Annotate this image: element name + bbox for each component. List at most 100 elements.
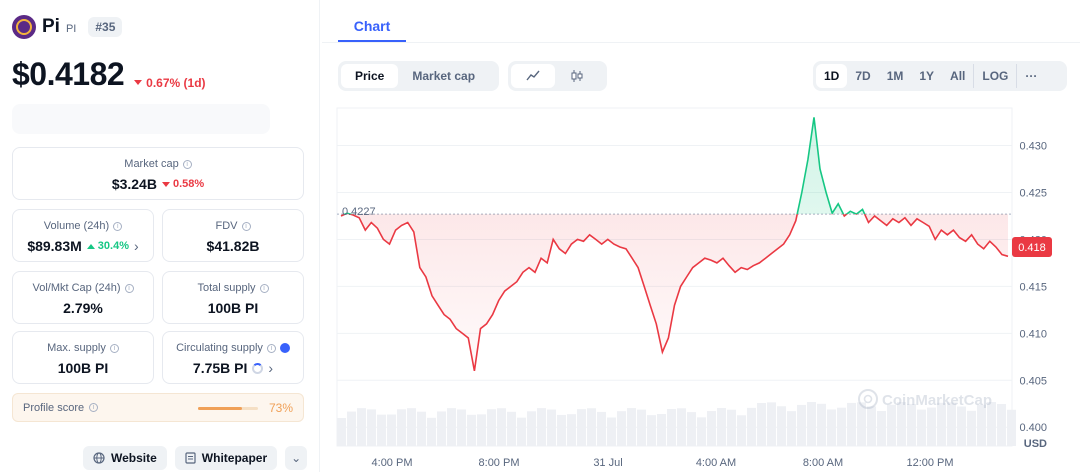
info-icon[interactable]: i (182, 159, 192, 169)
range-7d[interactable]: 7D (855, 69, 871, 83)
volume-bar (437, 411, 446, 446)
volume-bar (757, 402, 766, 446)
profile-score-fill (198, 407, 242, 410)
volume-card[interactable]: Volume (24h) i $89.83M 30.4% › (12, 209, 154, 262)
profile-score-value: 73% (268, 400, 293, 415)
profile-score[interactable]: Profile score i 73% (12, 393, 304, 422)
caret-up-icon (86, 243, 95, 249)
volume-bars (337, 402, 1016, 446)
caret-down-icon (161, 181, 170, 187)
document-icon (185, 452, 196, 464)
coinmarketcap-watermark: CoinMarketCap (858, 389, 992, 409)
volume-bar (517, 417, 526, 446)
volume-bar (377, 414, 386, 446)
coin-symbol: PI (65, 23, 77, 35)
volume-bar (837, 407, 846, 446)
candlestick-icon[interactable] (555, 64, 599, 88)
range-1m[interactable]: 1M (886, 69, 904, 83)
metric-price-option[interactable]: Price (341, 64, 399, 88)
baseline-value: 0.4227 (342, 206, 376, 218)
volume-bar (987, 402, 996, 446)
range-all[interactable]: All (950, 69, 966, 83)
market-cap-card: Market cap i $3.24B 0.58% (12, 147, 304, 200)
info-icon[interactable]: i (113, 221, 123, 231)
volume-bar (527, 411, 536, 446)
whitepaper-button[interactable]: Whitepaper (174, 446, 278, 470)
price-change: 0.67% (1d) (134, 76, 206, 90)
watermark-text: CoinMarketCap (882, 392, 992, 409)
x-tick-label: 8:00 AM (803, 457, 843, 469)
y-tick-label: 0.405 (1019, 375, 1047, 387)
volume-bar (917, 409, 926, 446)
more-links-button[interactable]: ⌄ (285, 446, 308, 470)
volume-bar (747, 407, 756, 446)
total-supply-value: 100B PI (207, 300, 259, 316)
volume-bar (817, 403, 826, 446)
volume-bar (677, 408, 686, 446)
info-icon[interactable]: i (266, 343, 276, 353)
website-button[interactable]: Website (83, 446, 167, 470)
volume-bar (857, 402, 866, 446)
range-1d[interactable]: 1D (816, 64, 848, 88)
chevron-right-icon[interactable]: › (134, 238, 139, 254)
info-icon[interactable]: i (241, 221, 251, 231)
volume-bar (887, 404, 896, 446)
volume-bar (727, 409, 736, 446)
volume-bar (947, 402, 956, 446)
pi-logo-icon (12, 15, 36, 39)
x-tick-label: 4:00 PM (372, 457, 413, 469)
volume-bar (647, 415, 656, 446)
volume-bar (877, 410, 886, 446)
website-label: Website (111, 451, 157, 465)
more-options-icon[interactable]: ··· (1016, 64, 1045, 88)
info-icon[interactable]: i (109, 343, 119, 353)
market-cap-label: Market cap (124, 158, 179, 170)
volume-value: $89.83M (27, 238, 82, 254)
x-axis: 4:00 PM 8:00 PM 31 Jul 4:00 AM 8:00 AM 12:00 … (372, 457, 954, 469)
volume-bar (627, 408, 636, 446)
volume-bar (557, 414, 566, 446)
globe-icon (93, 452, 105, 464)
links-row: Website Whitepaper ⌄ (83, 446, 308, 470)
volume-change: 30.4% (97, 240, 129, 252)
circulating-supply-card[interactable]: Circulating supply i 7.75B PI › (162, 331, 304, 384)
y-tick-label: 0.410 (1019, 328, 1047, 340)
range-1y[interactable]: 1Y (919, 69, 935, 83)
volume-bar (897, 402, 906, 446)
volume-bar (687, 412, 696, 446)
max-supply-label: Max. supply (47, 342, 106, 354)
volume-bar (387, 414, 396, 446)
max-supply-value: 100B PI (57, 360, 109, 376)
y-tick-label: 0.425 (1019, 188, 1047, 200)
volume-bar (417, 411, 426, 446)
metric-toggle: Price Market cap (338, 61, 499, 91)
total-supply-card: Total supply i 100B PI (162, 271, 304, 324)
metric-market-cap-option[interactable]: Market cap (412, 69, 476, 83)
last-price-value: 0.418 (1018, 242, 1046, 254)
y-tick-label: 0.400 (1019, 422, 1047, 434)
log-toggle[interactable]: LOG (973, 64, 1016, 88)
volume-bar (787, 411, 796, 446)
info-icon[interactable]: i (259, 283, 269, 293)
volume-bar (667, 409, 676, 446)
info-icon[interactable]: i (124, 283, 134, 293)
max-supply-card: Max. supply i 100B PI (12, 331, 154, 384)
chevron-right-icon[interactable]: › (268, 360, 274, 376)
supply-progress-icon (252, 362, 264, 374)
tab-chart[interactable]: Chart (338, 12, 406, 42)
volume-bar (507, 411, 516, 446)
profile-score-label: Profile score (23, 401, 85, 414)
x-tick-label: 31 Jul (593, 457, 622, 469)
fdv-label: FDV (215, 220, 238, 232)
price-area (341, 117, 1008, 371)
line-chart-icon[interactable] (511, 64, 555, 88)
volume-bar (797, 404, 806, 446)
info-icon[interactable]: i (89, 403, 99, 412)
volume-bar (337, 418, 346, 446)
price-area-below (341, 214, 1008, 371)
volume-bar (697, 417, 706, 446)
volume-bar (637, 409, 646, 446)
volume-bar (597, 411, 606, 446)
volume-bar (487, 409, 496, 446)
